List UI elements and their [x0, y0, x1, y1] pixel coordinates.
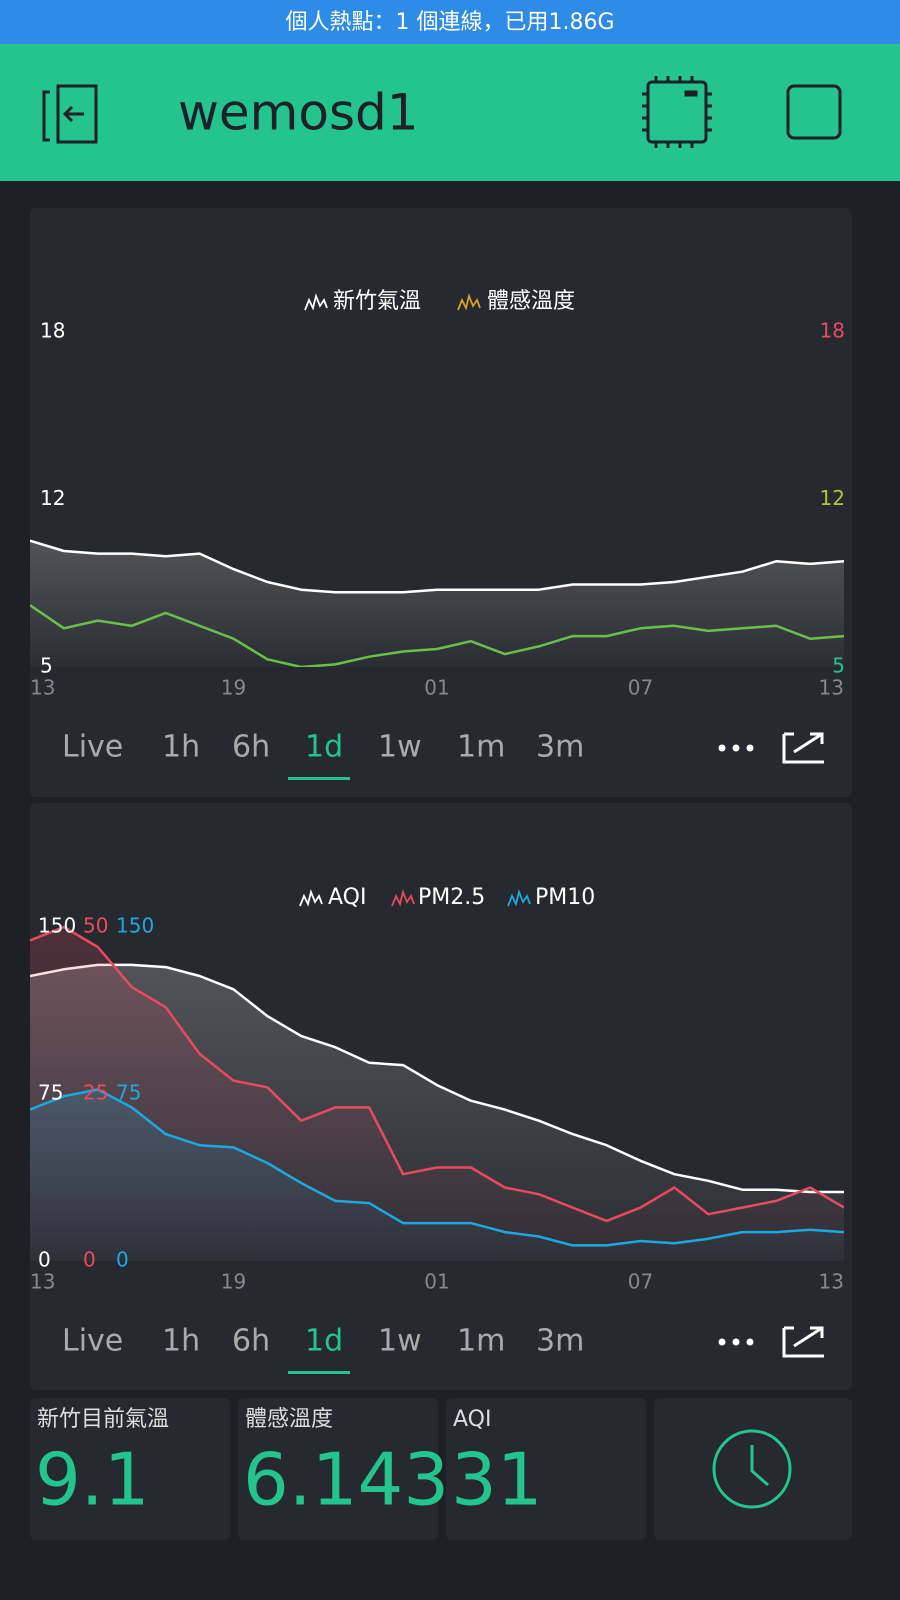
x-tick-label: 07 [628, 676, 653, 700]
legend-label: AQI [328, 885, 366, 910]
dot [718, 1338, 726, 1346]
device-title: wemosd1 [178, 84, 419, 142]
x-tick-label: 01 [424, 676, 449, 700]
export-button[interactable] [782, 732, 824, 764]
series-line [30, 604, 844, 667]
y-tick-label: 18 [820, 319, 845, 343]
y-tick-label: 50 [83, 914, 108, 938]
dot [746, 744, 754, 752]
series-line [30, 963, 844, 1194]
series-line [30, 1088, 844, 1247]
y-tick-label: 12 [40, 486, 65, 510]
value-widget [446, 1398, 646, 1540]
legend-label: PM2.5 [418, 885, 485, 910]
series-area [30, 540, 844, 667]
clock-icon [712, 1429, 792, 1509]
widget-label: 體感溫度 [245, 1407, 333, 1432]
dot [732, 1338, 740, 1346]
y-tick-label: 5 [832, 654, 845, 678]
range-button[interactable]: 1h [162, 1324, 200, 1359]
value-widget [238, 1398, 438, 1540]
x-tick-label: 19 [221, 676, 246, 700]
x-tick-label: 19 [221, 1270, 246, 1294]
y-tick-label: 150 [116, 914, 154, 938]
range-button[interactable]: 3m [536, 1324, 584, 1359]
x-tick-label: 13 [30, 676, 55, 700]
widget-value: 9.1 [35, 1438, 150, 1522]
legend-icon [299, 889, 323, 907]
y-tick-label: 75 [38, 1081, 63, 1105]
legend-icon [304, 293, 328, 311]
series-line [30, 539, 844, 594]
series-area [30, 1089, 844, 1261]
dot [718, 744, 726, 752]
range-underline [288, 1371, 350, 1374]
x-tick-label: 07 [628, 1270, 653, 1294]
y-tick-label: 0 [83, 1248, 96, 1272]
legend-icon [457, 293, 481, 311]
series-line [30, 925, 844, 1223]
range-button[interactable]: Live [62, 730, 123, 765]
y-tick-label: 25 [83, 1081, 108, 1105]
y-tick-label: 0 [116, 1248, 129, 1272]
legend-label: 體感溫度 [487, 289, 575, 314]
dot [732, 744, 740, 752]
range-button[interactable]: 1m [457, 730, 505, 765]
value-widget [30, 1398, 230, 1540]
x-tick-label: 13 [30, 1270, 55, 1294]
range-underline [288, 777, 350, 780]
range-button[interactable]: 1w [378, 1324, 422, 1359]
range-button[interactable]: 1d [305, 1324, 343, 1359]
device-button[interactable] [642, 76, 712, 148]
range-button[interactable]: 6h [232, 1324, 270, 1359]
y-tick-label: 5 [40, 654, 53, 678]
dot [746, 1338, 754, 1346]
more-button[interactable] [718, 1338, 754, 1346]
range-button[interactable]: 1m [457, 1324, 505, 1359]
widget-label: AQI [453, 1407, 491, 1432]
clock-hands [750, 1445, 769, 1487]
status-bar [0, 0, 900, 44]
export-button[interactable] [782, 1326, 824, 1358]
back-button[interactable] [42, 84, 98, 144]
stop-button[interactable] [786, 84, 842, 140]
widget-value: 6.143 [243, 1438, 449, 1522]
legend-icon [391, 889, 415, 907]
status-text: 個人熱點：1 個連線，已用1.86G [285, 10, 614, 35]
x-tick-label: 13 [819, 676, 844, 700]
range-button[interactable]: 6h [232, 730, 270, 765]
y-tick-label: 12 [820, 486, 845, 510]
range-button[interactable]: 1w [378, 730, 422, 765]
app-header [0, 44, 900, 181]
y-tick-label: 75 [116, 1081, 141, 1105]
range-button[interactable]: 1h [162, 730, 200, 765]
range-button[interactable]: 3m [536, 730, 584, 765]
legend-icon [507, 889, 531, 907]
legend-label: PM10 [535, 885, 595, 910]
plot [30, 925, 844, 1261]
y-tick-label: 18 [40, 319, 65, 343]
range-button[interactable]: 1d [305, 730, 343, 765]
more-button[interactable] [718, 744, 754, 752]
widget-value: 31 [451, 1438, 543, 1522]
legend-label: 新竹氣溫 [333, 289, 421, 314]
x-tick-label: 01 [424, 1270, 449, 1294]
chart-card [30, 208, 852, 797]
widget-label: 新竹目前氣溫 [37, 1407, 169, 1432]
x-tick-label: 13 [819, 1270, 844, 1294]
y-tick-label: 0 [38, 1248, 51, 1272]
plot [30, 539, 844, 667]
range-button[interactable]: Live [62, 1324, 123, 1359]
y-tick-label: 150 [38, 914, 76, 938]
